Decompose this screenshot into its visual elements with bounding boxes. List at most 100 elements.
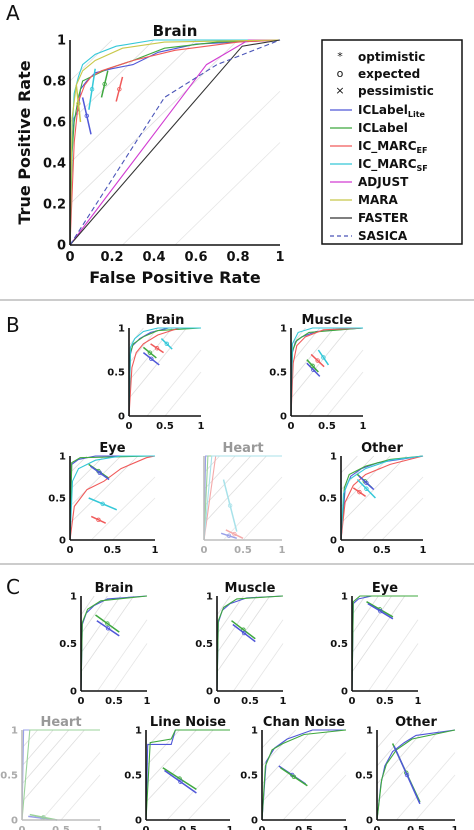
operating-point-segment bbox=[164, 769, 197, 794]
x-tick-label: 0.5 bbox=[295, 825, 313, 830]
subplot-title: Other bbox=[361, 441, 403, 456]
series-line-iclabel-lite bbox=[216, 595, 284, 692]
guide-line bbox=[69, 39, 239, 205]
guide-line bbox=[113, 643, 148, 692]
guide-line bbox=[308, 349, 364, 417]
operating-point-segment bbox=[88, 68, 96, 110]
subplot-title: Heart bbox=[222, 441, 263, 456]
y-tick-label: 1 bbox=[251, 726, 258, 737]
legend-label: expected bbox=[358, 67, 420, 81]
y-tick-label: 0.5 bbox=[0, 771, 18, 782]
guide-line bbox=[69, 39, 155, 123]
series-line-iclabel-lite bbox=[145, 729, 230, 821]
legend-label: MARA bbox=[358, 193, 398, 207]
guide-line bbox=[381, 497, 424, 541]
x-tick-label: 0.5 bbox=[318, 421, 336, 432]
x-tick-label: 0 bbox=[19, 825, 26, 830]
subplot-title: Brain bbox=[153, 22, 198, 40]
y-tick-label: 0.5 bbox=[107, 368, 125, 379]
series-line-iclabel bbox=[261, 729, 347, 821]
expected-marker bbox=[364, 480, 369, 486]
x-tick-label: 0 bbox=[374, 825, 381, 830]
y-tick-label: 0 bbox=[341, 687, 348, 698]
guide-line bbox=[69, 39, 197, 164]
series-line-iclabel bbox=[376, 729, 456, 821]
series-line-ic-marc-sf bbox=[290, 327, 363, 417]
expected-marker bbox=[105, 621, 110, 626]
series-line-iclabel bbox=[145, 729, 230, 821]
expected-marker bbox=[149, 356, 154, 361]
operating-point-segment bbox=[232, 623, 256, 643]
series-line-ic-marc-ef bbox=[290, 327, 364, 417]
y-tick-label: 0.5 bbox=[240, 771, 258, 782]
x-tick-label: 0.5 bbox=[373, 545, 391, 556]
guide-line bbox=[216, 595, 244, 635]
guide-line bbox=[145, 729, 180, 767]
operating-point-segment bbox=[88, 497, 118, 511]
x-axis-label: False Positive Rate bbox=[89, 268, 261, 287]
expected-marker bbox=[364, 486, 369, 491]
y-tick-label: 0 bbox=[59, 536, 66, 547]
legend-box bbox=[321, 39, 463, 245]
operating-point-segment bbox=[352, 487, 367, 497]
subplot-a-brain: 0 0.2 0.4 0.6 0.8 1 0 0.2 0.4 0.6 0.8 1 Brain False P… bbox=[15, 22, 285, 287]
operating-point-segment bbox=[90, 515, 107, 524]
guide-line bbox=[122, 90, 281, 246]
legend-label: IC_MARCSF bbox=[358, 157, 428, 173]
expected-marker bbox=[96, 517, 101, 523]
x-tick-label: 0.5 bbox=[241, 696, 259, 707]
operating-point-segment bbox=[225, 529, 244, 539]
guide-line bbox=[261, 729, 330, 803]
operating-point-segment bbox=[356, 478, 376, 499]
guide-line bbox=[203, 455, 252, 507]
subplot-title: Brain bbox=[95, 581, 134, 596]
operating-point-segment bbox=[95, 614, 120, 633]
guide-line bbox=[203, 455, 220, 474]
guide-line bbox=[128, 327, 159, 364]
expected-marker bbox=[315, 358, 320, 363]
guide-line bbox=[69, 455, 105, 490]
y-tick-label: 0.5 bbox=[330, 639, 348, 650]
guide-line bbox=[368, 619, 419, 692]
guide-line bbox=[203, 455, 267, 524]
series-line-ic-marc-ef bbox=[69, 455, 156, 541]
series-line-mara bbox=[69, 39, 281, 246]
x-tick-label: 0 bbox=[338, 545, 345, 556]
x-tick-label: 1 bbox=[420, 545, 427, 556]
y-tick-label: 0.4 bbox=[43, 157, 66, 172]
guide-line bbox=[216, 595, 231, 616]
x-tick-label: 1 bbox=[360, 421, 367, 432]
expected-marker bbox=[311, 367, 316, 372]
guide-line bbox=[112, 497, 156, 541]
y-tick-label: 0.5 bbox=[48, 494, 66, 505]
x-tick-label: 0.2 bbox=[100, 250, 123, 265]
guide-line bbox=[90, 476, 156, 541]
operating-point-segment bbox=[75, 85, 82, 123]
x-tick-label: 0.5 bbox=[179, 825, 197, 830]
y-tick-label: 1 bbox=[366, 726, 373, 737]
expected-marker bbox=[378, 609, 383, 614]
series-line-iclabel-lite bbox=[261, 729, 346, 821]
subplot-c-chan-noise: 0 0.5 1 0 0.5 1 Chan Noise bbox=[240, 715, 349, 830]
guide-line bbox=[80, 595, 108, 635]
operating-point-segment bbox=[89, 465, 110, 481]
y-tick-label: 1 bbox=[11, 726, 18, 737]
x-tick-label: 0 bbox=[143, 825, 150, 830]
series-line-ic-marc-sf bbox=[203, 455, 282, 541]
operating-point-segment bbox=[96, 620, 120, 637]
operating-point-segment bbox=[358, 475, 375, 491]
guide-line bbox=[249, 643, 284, 692]
guide-line bbox=[351, 595, 392, 654]
subplot-b-other: 0 0.5 1 0 0.5 1 Other bbox=[319, 441, 426, 556]
series-line-iclabel bbox=[216, 595, 284, 692]
guide-line bbox=[145, 729, 164, 749]
expected-marker bbox=[164, 341, 169, 347]
operating-point-segment bbox=[150, 343, 164, 354]
subplot-title: Eye bbox=[99, 441, 125, 456]
operating-point-segment bbox=[367, 602, 394, 620]
guide-line bbox=[242, 497, 283, 541]
x-tick-label: 0.5 bbox=[104, 545, 122, 556]
x-tick-label: 0 bbox=[67, 545, 74, 556]
expected-marker bbox=[227, 503, 233, 508]
series-line-iclabel bbox=[69, 455, 156, 541]
